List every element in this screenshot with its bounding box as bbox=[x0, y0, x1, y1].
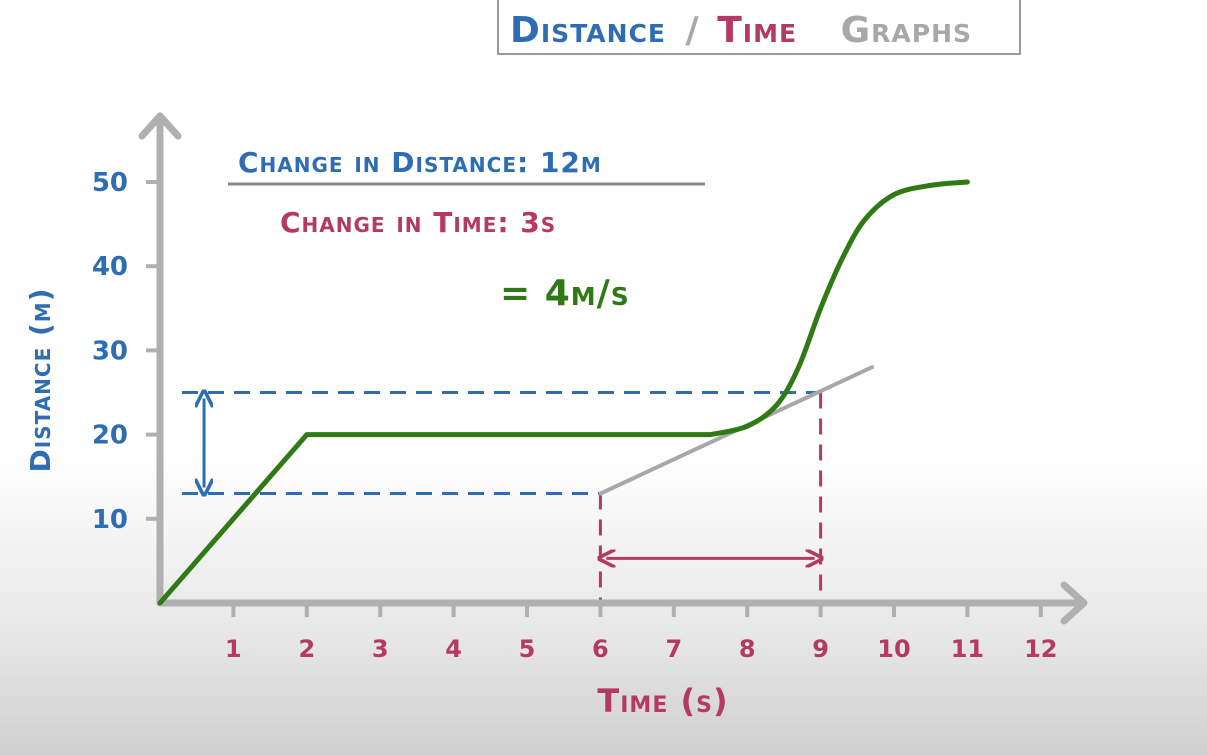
x-tick-label: 7 bbox=[665, 635, 682, 663]
x-tick-label: 6 bbox=[592, 635, 609, 663]
x-axis-arrowhead bbox=[1060, 581, 1088, 625]
x-tick-label: 3 bbox=[372, 635, 389, 663]
x-tick-label: 8 bbox=[739, 635, 756, 663]
y-tick-label: 30 bbox=[92, 336, 128, 366]
change-in-time-label: Change in Time: 3s bbox=[280, 206, 556, 239]
x-tick-label: 5 bbox=[519, 635, 536, 663]
title-graphs: Graphs bbox=[841, 10, 972, 51]
y-axis-label: Distance (m) bbox=[24, 288, 57, 473]
y-tick-label: 20 bbox=[92, 421, 128, 451]
y-tick-label: 40 bbox=[92, 252, 128, 282]
distance-time-line bbox=[157, 179, 970, 606]
y-tick-label: 10 bbox=[92, 505, 128, 535]
title-distance: Distance bbox=[510, 10, 666, 51]
title-separator: / bbox=[686, 10, 700, 51]
x-tick-label: 12 bbox=[1024, 635, 1057, 663]
title-box bbox=[497, 0, 1021, 55]
y-axis-arrowhead bbox=[138, 112, 182, 140]
speed-result: = 4m/s bbox=[500, 273, 630, 314]
change-in-distance-label: Change in Distance: 12m bbox=[238, 146, 602, 179]
y-tick-label: 50 bbox=[92, 168, 128, 198]
title-time: Time bbox=[717, 10, 797, 51]
x-tick-label: 1 bbox=[225, 635, 242, 663]
x-tick-label: 10 bbox=[877, 635, 910, 663]
svg-text:Distance / Time Gr: Distance / Time Graphs bbox=[510, 10, 972, 51]
x-axis-label: Time (s) bbox=[597, 682, 728, 720]
x-tick-label: 4 bbox=[445, 635, 462, 663]
x-tick-label: 9 bbox=[812, 635, 829, 663]
x-tick-label: 2 bbox=[298, 635, 315, 663]
x-tick-label: 11 bbox=[951, 635, 984, 663]
